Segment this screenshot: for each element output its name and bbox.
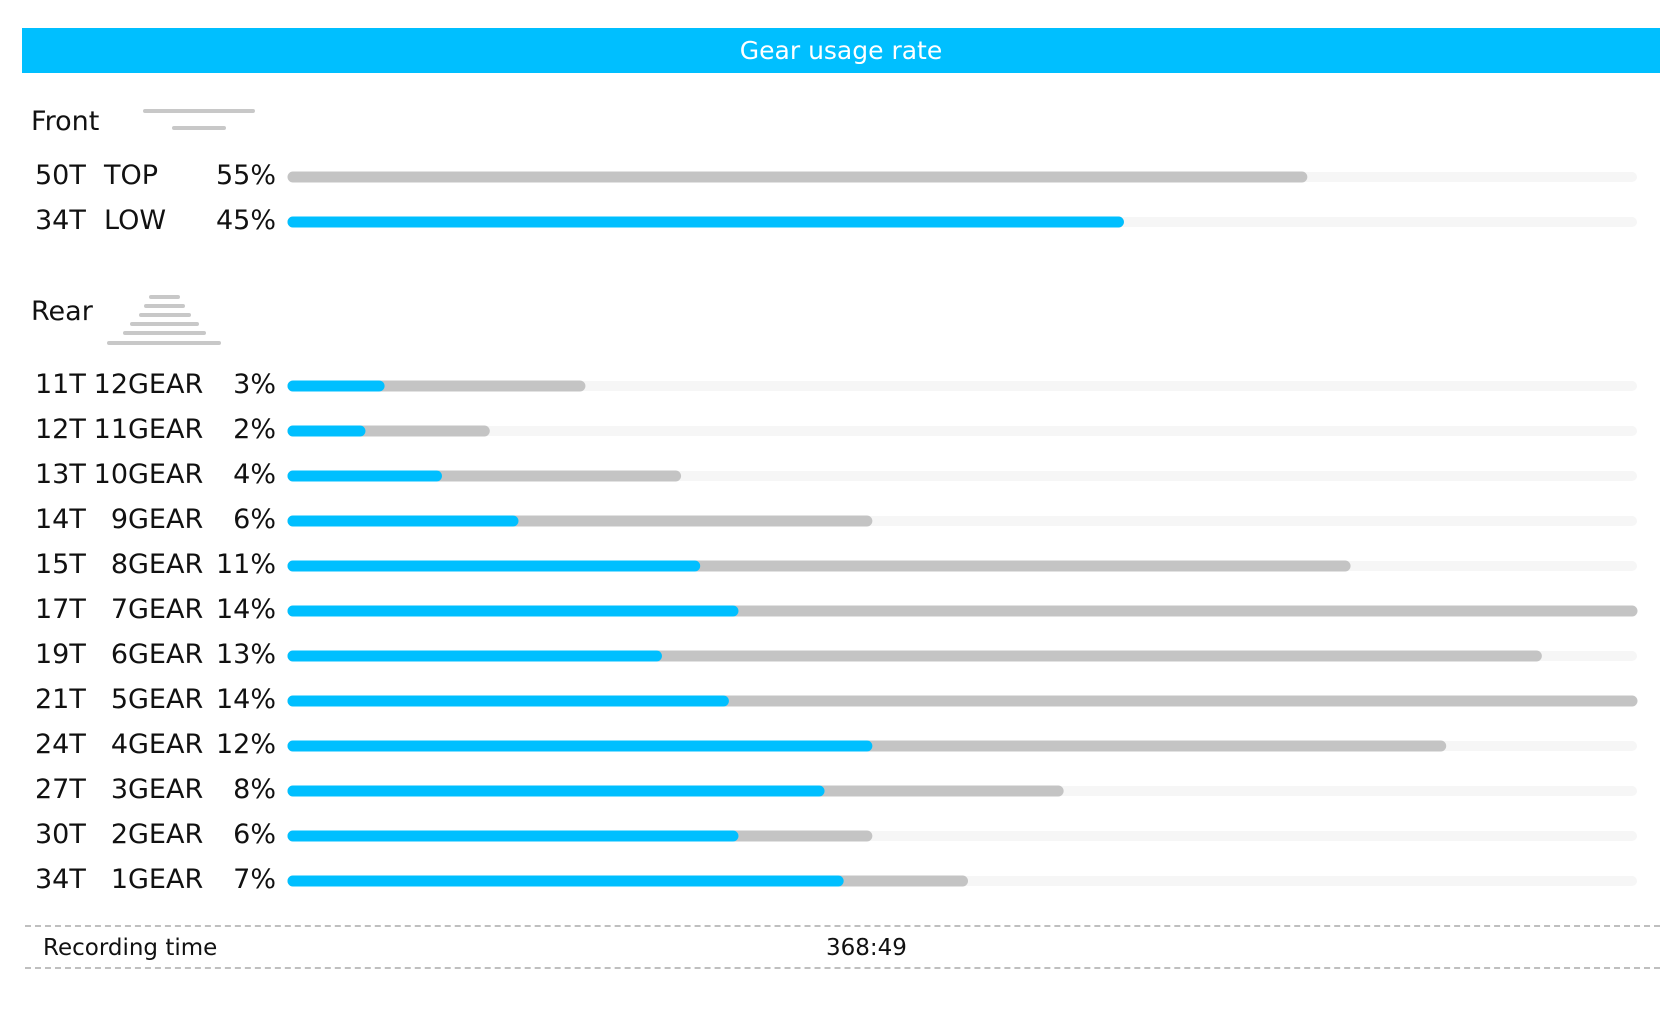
rear-row-gear-number: 9 [110, 504, 128, 535]
rear-row-gear-number: 8 [110, 549, 128, 580]
rear-row-gear-number: 11 [93, 414, 128, 445]
rear-row-percent: 7% [233, 864, 276, 895]
rear-row-teeth: 13T [35, 459, 86, 490]
rear-row-gear-number: 4 [110, 729, 128, 760]
rear-row-percent: 4% [233, 459, 276, 490]
rear-row-gear-number: 3 [110, 774, 128, 805]
rear-row-gear-label: GEAR [128, 774, 204, 805]
rear-row-gear-label: GEAR [128, 684, 204, 715]
rear-row-gear-label: GEAR [128, 549, 204, 580]
front-row-teeth: 50T [35, 160, 86, 191]
front-section-label: Front [31, 106, 100, 137]
rear-row-percent: 13% [215, 639, 276, 670]
rear-row-teeth: 30T [35, 819, 86, 850]
rear-row-percent: 14% [215, 684, 276, 715]
rear-row-teeth: 12T [35, 414, 86, 445]
rear-row-percent: 6% [233, 504, 276, 535]
rear-row-gear-label: GEAR [128, 639, 204, 670]
rear-row-percent: 11% [215, 549, 276, 580]
rear-row-teeth: 21T [35, 684, 86, 715]
rear-row-gear-label: GEAR [128, 414, 204, 445]
recording-time-value: 368:49 [826, 935, 907, 961]
rear-row-gear-label: GEAR [128, 864, 204, 895]
recording-time-label: Recording time [43, 935, 218, 961]
front-chainring-icon [143, 109, 255, 130]
rear-row-gear-number: 2 [110, 819, 128, 850]
rear-row-teeth: 24T [35, 729, 86, 760]
front-row-gear: TOP [104, 160, 159, 191]
front-row-percent: 45% [215, 205, 276, 236]
rear-row-gear-number: 10 [93, 459, 128, 490]
rear-row-percent: 2% [233, 414, 276, 445]
footer-divider-top [25, 925, 1660, 927]
rear-row-gear-number: 12 [93, 369, 128, 400]
rear-row-gear-label: GEAR [128, 594, 204, 625]
front-row-percent: 55% [215, 160, 276, 191]
rear-row-gear-label: GEAR [128, 819, 204, 850]
rear-row-percent: 14% [215, 594, 276, 625]
rear-row-gear-number: 5 [110, 684, 128, 715]
front-row-gear: LOW [104, 205, 167, 236]
rear-row-teeth: 34T [35, 864, 86, 895]
rear-row-gear-label: GEAR [128, 729, 204, 760]
rear-row-teeth: 19T [35, 639, 86, 670]
footer-divider-bottom [25, 967, 1660, 969]
rear-row-teeth: 14T [35, 504, 86, 535]
rear-cassette-icon [107, 295, 221, 345]
rear-row-percent: 12% [215, 729, 276, 760]
rear-row-teeth: 11T [35, 369, 86, 400]
rear-row-percent: 3% [233, 369, 276, 400]
rear-section-label: Rear [31, 296, 93, 327]
rear-row-gear-number: 1 [110, 864, 128, 895]
chart-title: Gear usage rate [22, 28, 1660, 73]
rear-row-gear-label: GEAR [128, 459, 204, 490]
rear-row-teeth: 17T [35, 594, 86, 625]
rear-row-gear-number: 7 [110, 594, 128, 625]
front-row-teeth: 34T [35, 205, 86, 236]
rear-row-percent: 8% [233, 774, 276, 805]
rear-row-gear-number: 6 [110, 639, 128, 670]
rear-row-teeth: 27T [35, 774, 86, 805]
rear-row-teeth: 15T [35, 549, 86, 580]
rear-row-gear-label: GEAR [128, 504, 204, 535]
rear-row-gear-label: GEAR [128, 369, 204, 400]
rear-row-percent: 6% [233, 819, 276, 850]
